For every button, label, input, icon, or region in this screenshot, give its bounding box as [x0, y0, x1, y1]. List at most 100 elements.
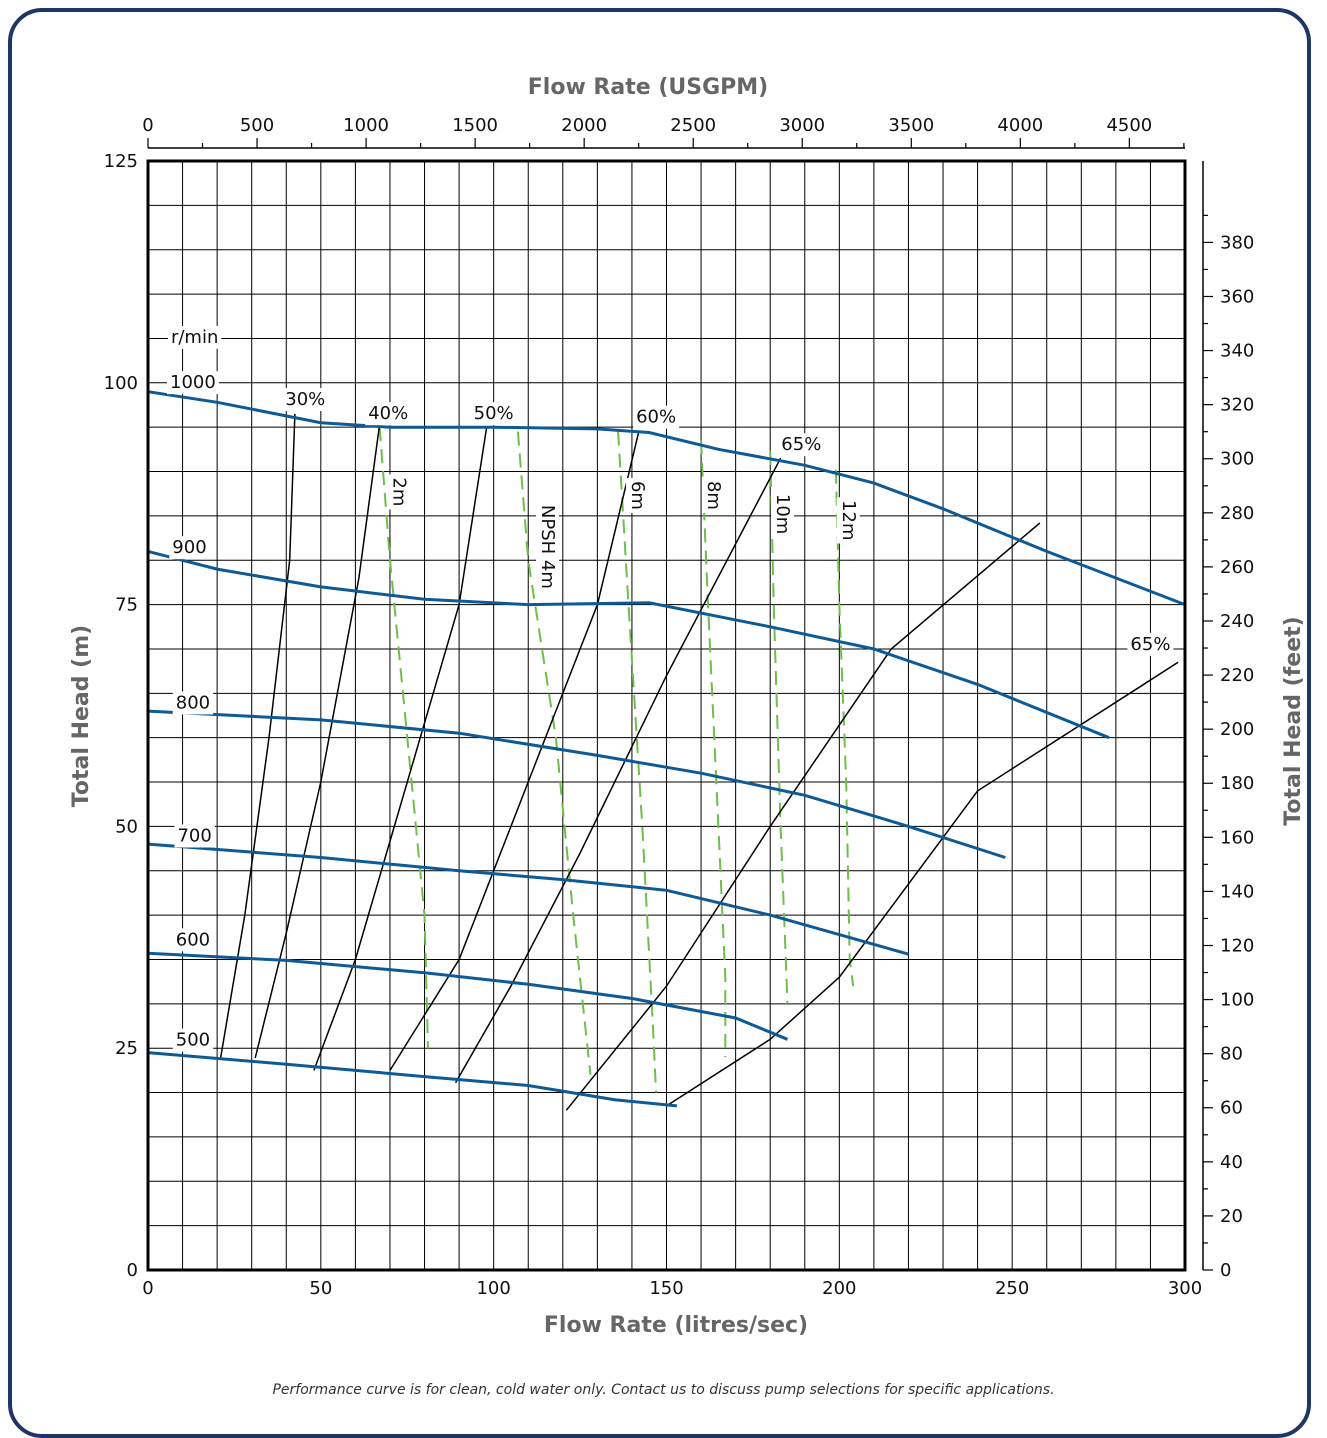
npsh-label-3: 8m	[703, 481, 724, 510]
efficiency-curves	[219, 413, 1179, 1111]
right-tick-label: 20	[1220, 1206, 1243, 1227]
speed-curve-600	[147, 951, 789, 1041]
npsh-curve-3	[700, 440, 727, 1058]
npsh-label-1: NPSH 4m	[537, 505, 558, 589]
speed-label-600: 600	[176, 929, 210, 950]
speed-label-900: 900	[172, 537, 206, 558]
right-tick-label: 140	[1220, 881, 1254, 902]
efficiency-curve-4	[454, 457, 782, 1084]
npsh-label-4: 10m	[772, 494, 793, 534]
speed-label-1000-bg	[167, 371, 219, 395]
right-tick-label: 300	[1220, 449, 1254, 470]
x-tick-label: 100	[476, 1278, 510, 1299]
efficiency-label-2-bg	[470, 402, 517, 426]
right-tick-label: 40	[1220, 1152, 1243, 1173]
y-tick-label: 25	[115, 1038, 138, 1059]
npsh-label-0-bg	[387, 474, 411, 510]
x-tick-label: 200	[822, 1278, 856, 1299]
speed-curve-500	[147, 1051, 678, 1108]
efficiency-curve-5	[565, 522, 1041, 1111]
right-tick-label: 60	[1220, 1098, 1243, 1119]
speed-unit-label-bg	[167, 325, 222, 349]
right-axis-title: Total Head (feet)	[1281, 616, 1306, 825]
npsh-curve-1	[516, 431, 592, 1075]
npsh-label-1-bg	[536, 501, 560, 592]
npsh-label-2: 6m	[627, 481, 648, 510]
right-tick-label: 0	[1220, 1260, 1231, 1281]
right-tick-label: 180	[1220, 773, 1254, 794]
top-tick-label: 1000	[343, 115, 389, 136]
efficiency-label-2: 50%	[474, 403, 514, 424]
npsh-label-3-bg	[701, 477, 725, 513]
right-tick-label: 360	[1220, 286, 1254, 307]
right-tick-label: 260	[1220, 557, 1254, 578]
x-tick-label: 0	[142, 1278, 153, 1299]
right-tick-label: 80	[1220, 1044, 1243, 1065]
npsh-label-5-bg	[836, 497, 860, 544]
npsh-label-5: 12m	[838, 500, 859, 540]
top-tick-label: 3000	[779, 115, 825, 136]
npsh-label-2-bg	[625, 477, 649, 513]
left-axis-title: Total Head (m)	[69, 625, 94, 807]
top-tick-label: 0	[142, 115, 153, 136]
efficiency-curve-0	[219, 413, 296, 1059]
speed-label-800: 800	[176, 692, 210, 713]
efficiency-label-4: 65%	[781, 434, 821, 455]
y-tick-label: 125	[104, 151, 138, 172]
speed-unit-label: r/min	[171, 327, 218, 348]
npsh-label-4-bg	[771, 490, 795, 538]
curve-labels: r/min 1000 900 800 700 600 500 30% 40% 50% 60% 65% 6…	[167, 325, 1174, 1052]
speed-curve-700	[147, 842, 909, 956]
speed-label-800-bg	[172, 691, 214, 715]
speed-label-500: 500	[176, 1030, 210, 1051]
speed-label-700: 700	[177, 825, 211, 846]
efficiency-label-5: 65%	[1130, 634, 1170, 655]
top-tick-label: 4000	[997, 115, 1043, 136]
efficiency-label-5-bg	[1127, 632, 1174, 656]
y-tick-label: 100	[104, 373, 138, 394]
top-tick-label: 3500	[888, 115, 934, 136]
right-tick-label: 100	[1220, 990, 1254, 1011]
right-tick-label: 240	[1220, 611, 1254, 632]
efficiency-label-1: 40%	[368, 403, 408, 424]
efficiency-curve-1	[254, 424, 381, 1059]
grid	[148, 161, 1185, 1270]
top-tick-label: 1500	[452, 115, 498, 136]
x-tick-label: 300	[1168, 1278, 1202, 1299]
right-tick-label: 120	[1220, 935, 1254, 956]
efficiency-curve-2	[313, 426, 488, 1071]
speed-curves	[147, 390, 1186, 1108]
top-tick-label: 2500	[670, 115, 716, 136]
right-tick-label: 340	[1220, 341, 1254, 362]
bottom-axis-title: Flow Rate (litres/sec)	[544, 1313, 808, 1338]
efficiency-label-4-bg	[778, 433, 825, 457]
speed-label-700-bg	[174, 824, 215, 848]
top-tick-label: 500	[240, 115, 274, 136]
speed-label-500-bg	[172, 1028, 214, 1052]
x-tick-label: 150	[649, 1278, 683, 1299]
y-tick-label: 75	[115, 595, 138, 616]
right-tick-label: 160	[1220, 827, 1254, 848]
npsh-curve-0	[378, 427, 429, 1049]
right-tick-label: 200	[1220, 719, 1254, 740]
npsh-curve-2	[617, 431, 658, 1093]
speed-label-900-bg	[169, 536, 210, 560]
npsh-curve-5	[834, 469, 855, 987]
right-tick-label: 280	[1220, 503, 1254, 524]
efficiency-label-0-bg	[282, 387, 329, 411]
efficiency-label-0: 30%	[285, 389, 325, 410]
efficiency-curve-6	[666, 661, 1179, 1107]
right-tick-label: 380	[1220, 232, 1254, 253]
top-axis-title: Flow Rate (USGPM)	[528, 75, 768, 100]
efficiency-curve-3	[389, 431, 640, 1071]
x-tick-label: 250	[995, 1278, 1029, 1299]
efficiency-label-3: 60%	[636, 407, 676, 428]
y-tick-label: 0	[127, 1260, 138, 1281]
speed-label-600-bg	[172, 928, 214, 952]
speed-label-1000: 1000	[170, 372, 216, 393]
npsh-label-0: 2m	[388, 477, 409, 506]
efficiency-label-3-bg	[633, 405, 680, 429]
top-tick-label: 2000	[561, 115, 607, 136]
